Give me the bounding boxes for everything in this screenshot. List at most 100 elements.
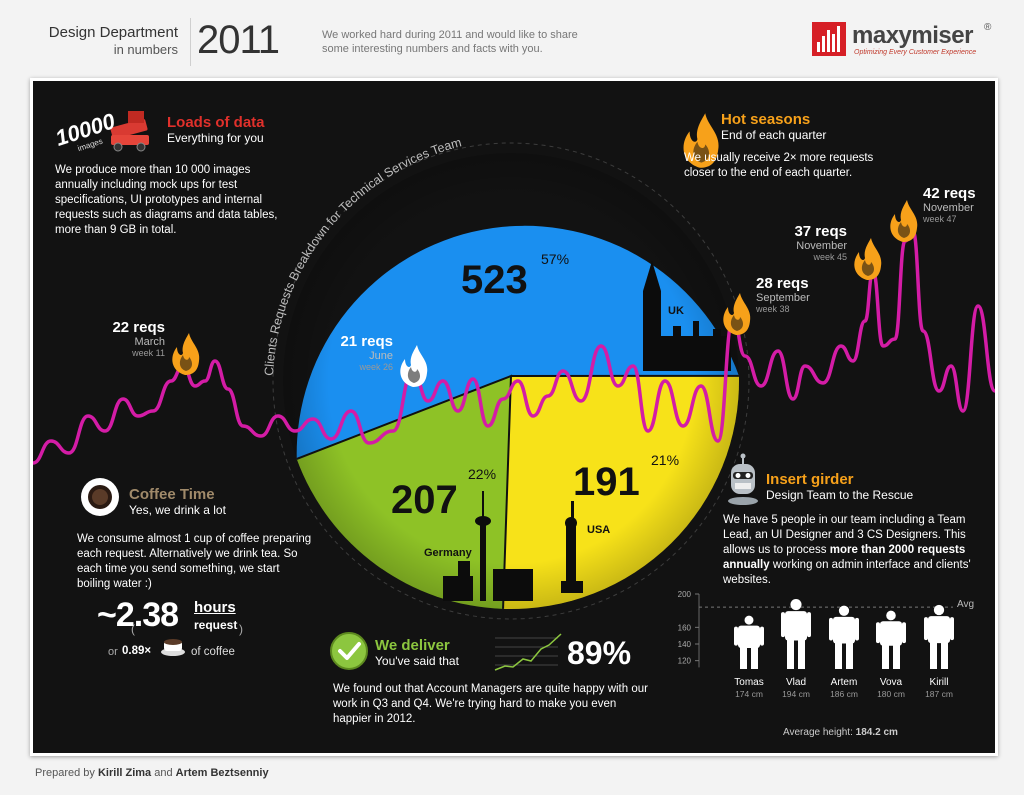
pie-percent-germany: 22% [468,466,496,482]
header-title: Design Department in numbers [30,24,178,58]
pie-percent-usa: 21% [651,452,679,468]
satisfaction-sparkline [494,633,562,671]
height-tick-label: 160 [678,623,692,632]
deliver-subtitle: You've said that [375,654,459,668]
intro-text: We worked hard during 2011 and would lik… [322,29,578,55]
flame-icon-november-45 [854,238,882,280]
data-body: We produce more than 10 000 images annua… [55,164,278,236]
logo-name: maxymiser [852,22,973,49]
member-name: Vlad [786,677,806,688]
logo-tagline: Optimizing Every Customer Experience [854,49,977,56]
bracket-right: ) [239,622,243,636]
infographic-panel: Clients Requests Breakdown for Technical… [30,78,998,756]
data-subtitle: Everything for you [167,131,264,145]
flame-icon-march [172,333,200,375]
team-member-figure [876,610,906,669]
coffee-alt-suffix: of coffee [191,646,235,658]
peak-march-month: March [134,336,165,348]
peak-september-month: September [756,292,810,304]
member-name: Vova [880,677,903,688]
member-height: 187 cm [925,689,953,699]
team-member-figure [829,605,859,669]
pie-outer-ring [272,142,750,620]
pie-value-usa: 191 [573,460,640,504]
member-height: 174 cm [735,689,763,699]
small-coffee-icon [161,639,185,656]
maxymiser-logo[interactable]: maxymiser ® Optimizing Every Customer Ex… [812,22,1002,62]
coffee-subtitle: Yes, we drink a lot [129,503,226,517]
peak-nov47-month: November [923,202,974,214]
seasons-subtitle: End of each quarter [721,128,827,142]
data-title: Loads of data [167,114,265,131]
subtitle-text: in numbers [113,42,178,57]
member-height: 180 cm [877,689,905,699]
peak-march-week: week 11 [132,348,165,358]
avg-height-value: 184.2 cm [855,727,898,738]
data-truck-icon [110,111,149,152]
team-member-figure [734,615,764,669]
peak-june: 21 reqs June week 26 [325,333,393,372]
seasons-title: Hot seasons [721,111,811,128]
coffee-cup-icon [81,478,119,516]
peak-nov45-month: November [796,240,847,252]
peak-march: 22 reqs March week 11 [88,319,165,358]
header-divider [190,18,191,66]
peak-march-value: 22 reqs [112,319,165,336]
member-height: 194 cm [782,689,810,699]
peak-june-month: June [369,350,393,362]
check-icon [330,632,368,670]
flame-icon-hot-seasons [683,113,719,168]
bracket-left: ( [131,622,135,636]
avg-label: Avg [957,599,975,610]
deliver-body: We found out that Account Managers are q… [333,683,648,725]
coffee-title: Coffee Time [129,486,215,503]
peak-september-value: 28 reqs [756,275,809,292]
logo-mark-icon [812,22,846,56]
pie-value-germany: 207 [391,478,458,522]
germany-tower-icon [443,491,533,601]
peak-nov47-value: 42 reqs [923,185,976,202]
footer-credits: Prepared by Kirill Zima and Artem Beztse… [35,767,269,779]
deliver-value: 89% [567,635,632,671]
member-height: 186 cm [830,689,858,699]
flame-icon-june [400,345,428,387]
height-tick-label: 120 [678,657,692,666]
avg-height-text: Average height: 184.2 cm [783,727,898,738]
bender-robot-icon [728,453,758,505]
coffee-hours-value: ~2.38 [97,596,179,634]
pie-label-usa: USA [587,524,610,536]
height-tick-label: 140 [678,640,692,649]
team-subtitle: Design Team to the Rescue [766,488,914,502]
peak-november-45: 37 reqs November week 45 [769,223,847,262]
pie-chart: 523 57% UK 207 22% Germany 191 21% USA [283,153,739,609]
coffee-alt-value: 0.89× [122,645,152,657]
coffee-body: We consume almost 1 cup of coffee prepar… [77,533,312,590]
team-body-bold: more than 2000 requests annually [723,544,966,571]
peak-june-week: week 26 [359,362,393,372]
avg-height-label: Average height: [783,727,853,738]
peak-november-47: 42 reqs November week 47 [923,185,976,224]
seasons-body: We usually receive 2× more requests clos… [684,152,874,179]
coffee-hours-unit: hours [194,599,236,616]
requests-line [33,229,995,465]
member-name: Artem [831,677,858,688]
pie-value-uk: 523 [461,258,528,302]
team-member-figure [924,604,954,669]
team-body-post: working on admin interface and clients' … [723,559,971,586]
title-text: Design Department [48,24,178,41]
member-name: Kirill [930,677,949,688]
flame-icon-november-47 [890,200,918,242]
height-tick-label: 200 [678,590,692,599]
team-title: Insert girder [766,471,854,488]
peak-nov45-week: week 45 [813,252,847,262]
coffee-request-unit: request [194,618,238,632]
pie-percent-uk: 57% [541,251,569,267]
peak-nov47-week: week 47 [923,214,957,224]
usa-statue-icon [561,501,583,593]
pie-label-germany: Germany [424,547,473,559]
team-member-figure [781,599,811,669]
member-name: Tomas [734,677,763,688]
peak-september-week: week 38 [756,304,790,314]
peak-nov45-value: 37 reqs [794,223,847,240]
